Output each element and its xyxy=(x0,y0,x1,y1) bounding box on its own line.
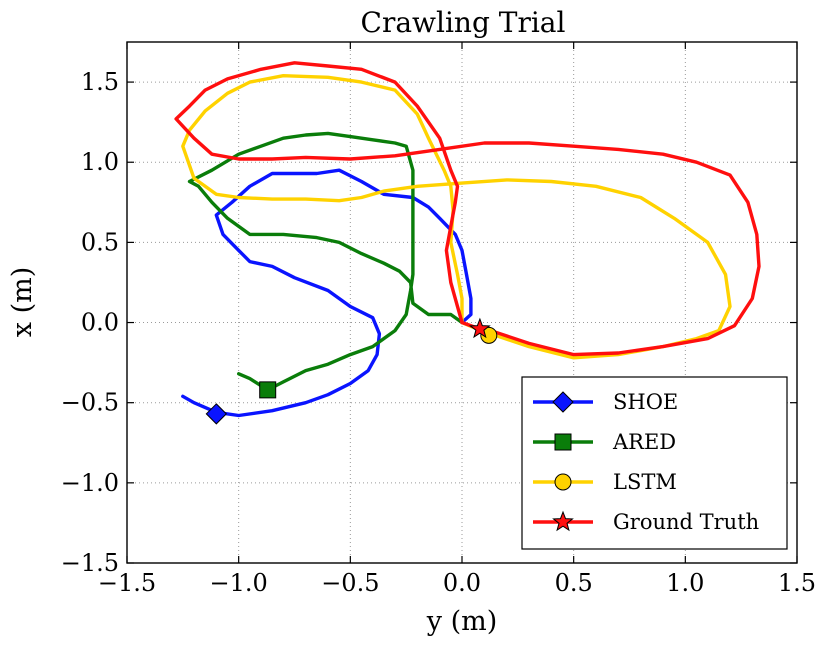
x-tick-label: −0.5 xyxy=(321,569,379,597)
y-tick-label: 0.0 xyxy=(81,309,119,337)
y-tick-label: −0.5 xyxy=(61,389,119,417)
legend-label: LSTM xyxy=(613,470,677,494)
y-tick-label: −1.5 xyxy=(61,549,119,577)
series-line-ared xyxy=(187,131,464,392)
x-tick-label: 0.5 xyxy=(555,569,593,597)
legend-marker xyxy=(552,391,574,413)
plot-series xyxy=(174,61,761,418)
legend-marker xyxy=(554,433,572,451)
x-tick-label: 0.0 xyxy=(443,569,481,597)
legend-label: Ground Truth xyxy=(613,510,759,534)
legend-label: ARED xyxy=(612,430,676,454)
legend-entry-ared: ARED xyxy=(533,430,676,454)
x-tick-label: 1.0 xyxy=(666,569,704,597)
series-line-ground-truth xyxy=(174,61,761,357)
x-tick-label: −1.5 xyxy=(98,569,156,597)
y-axis-label: x (m) xyxy=(7,267,38,337)
x-tick-label: −1.0 xyxy=(210,569,268,597)
y-tick-label: −1.0 xyxy=(61,469,119,497)
series-line-shoe xyxy=(181,168,473,418)
axis-ticks: −1.5 −1.0 −0.5 0.0 0.5 1.0 1.5 −1.5 −1.0 −0.5 0.0 0… xyxy=(61,42,816,597)
series-markers xyxy=(205,317,498,425)
series-marker-shoe xyxy=(205,403,228,425)
series-marker-ared xyxy=(259,381,277,399)
y-tick-label: 1.5 xyxy=(81,68,119,96)
chart-title: Crawling Trial xyxy=(361,6,566,39)
legend-marker xyxy=(552,510,574,532)
series-marker-ground-truth xyxy=(469,317,491,339)
legend: SHOE ARED LSTM Ground Truth xyxy=(521,376,788,550)
legend-entry-shoe: SHOE xyxy=(533,390,678,414)
x-axis-label: y (m) xyxy=(426,606,498,637)
series-line-lstm xyxy=(181,74,732,360)
x-tick-label: 1.5 xyxy=(778,569,816,597)
legend-entry-ground-truth: Ground Truth xyxy=(533,510,759,534)
y-tick-label: 0.5 xyxy=(81,228,119,256)
legend-marker xyxy=(554,473,572,491)
legend-label: SHOE xyxy=(613,390,678,414)
legend-entry-lstm: LSTM xyxy=(533,470,677,494)
y-tick-label: 1.0 xyxy=(81,148,119,176)
series-marker-lstm xyxy=(480,326,498,344)
